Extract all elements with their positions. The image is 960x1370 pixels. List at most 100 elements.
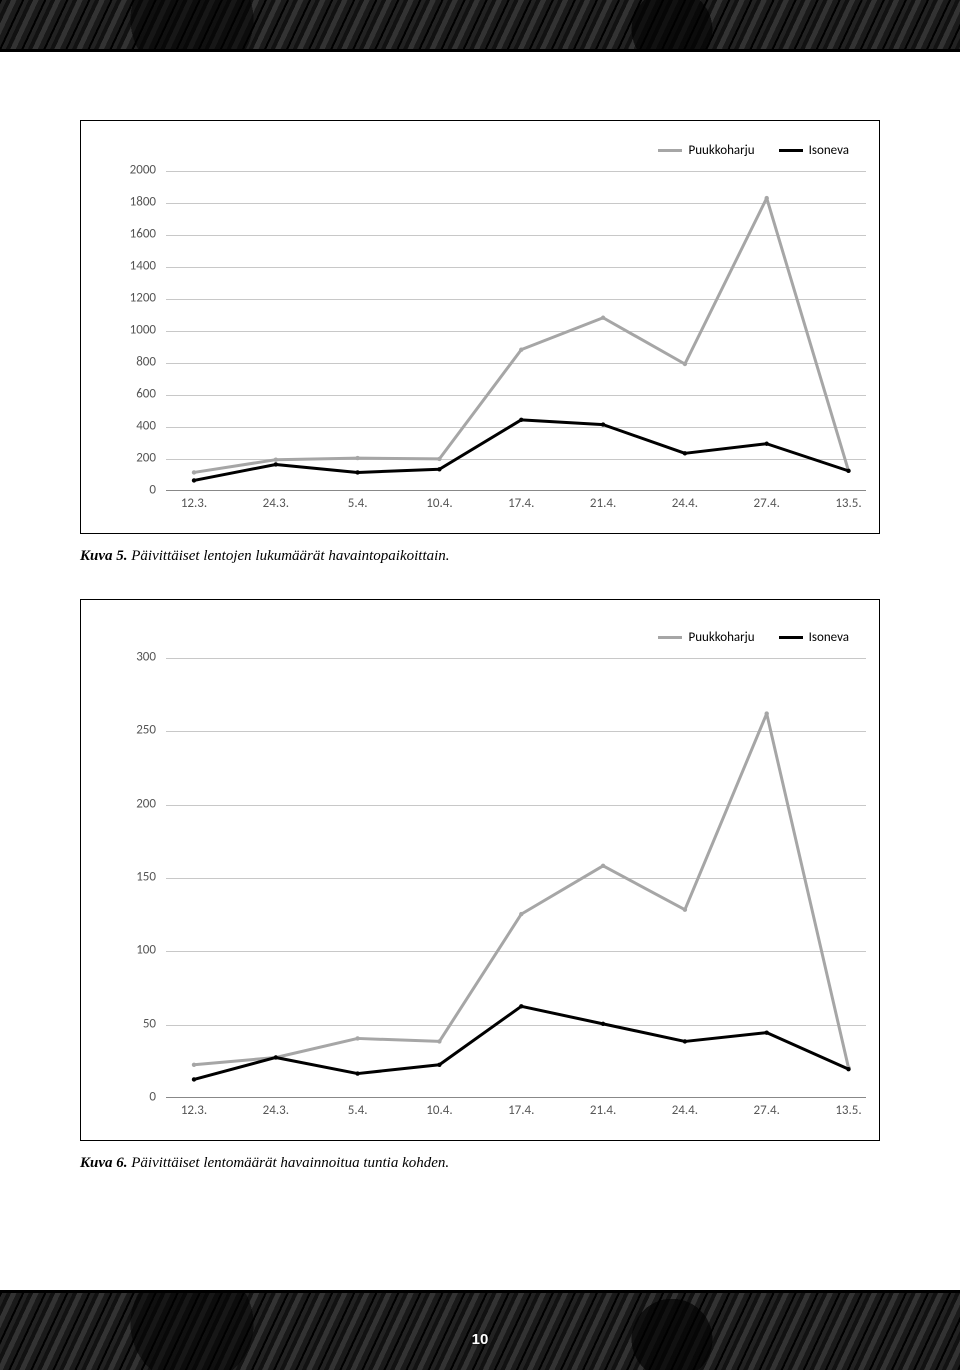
- series-b-line-marker: [765, 442, 769, 446]
- y-tick-label: 50: [106, 1016, 156, 1031]
- x-tick-label: 24.4.: [672, 1103, 698, 1118]
- series-a-line-marker: [192, 1063, 196, 1067]
- chart1: PuukkoharjuIsoneva0200400600800100012001…: [166, 171, 849, 521]
- series-a-line: [194, 714, 849, 1068]
- series-b-line-marker: [601, 1022, 605, 1026]
- y-tick-label: 0: [106, 483, 156, 498]
- x-tick-label: 21.4.: [590, 1103, 616, 1118]
- series-a-line-marker: [192, 470, 196, 474]
- series-a-line-marker: [437, 1039, 441, 1043]
- x-tick-label: 5.4.: [348, 496, 368, 511]
- series-a-line-marker: [274, 458, 278, 462]
- series-b-line-marker: [846, 1067, 850, 1071]
- caption1-bold: Kuva 5.: [80, 548, 128, 564]
- y-tick-label: 150: [106, 870, 156, 885]
- series-b-line-marker: [601, 422, 605, 426]
- x-tick-label: 5.4.: [348, 1103, 368, 1118]
- series-a-line-marker: [765, 711, 769, 715]
- x-tick-label: 17.4.: [508, 1103, 534, 1118]
- series-a-line-marker: [765, 196, 769, 200]
- legend-label-a: Puukkoharju: [688, 143, 754, 158]
- x-tick-label: 24.3.: [263, 496, 289, 511]
- legend-swatch-a: [658, 149, 682, 152]
- series-a-line-marker: [601, 864, 605, 868]
- x-tick-label: 27.4.: [754, 1103, 780, 1118]
- caption2-rest: Päivittäiset lentomäärät havainnoitua tu…: [128, 1155, 450, 1171]
- series-b-line-marker: [355, 470, 359, 474]
- y-tick-label: 800: [106, 355, 156, 370]
- page-number: 10: [472, 1331, 489, 1348]
- series-a-line-marker: [355, 456, 359, 460]
- series-a-line: [194, 198, 849, 472]
- page: Puukkoharju Isoneva 0200400600800100012001…: [0, 0, 960, 1370]
- caption2-bold: Kuva 6.: [80, 1155, 128, 1171]
- chart2-box: PuukkoharjuIsoneva05010015020025030012.3…: [80, 599, 880, 1141]
- legend-item-a: Puukkoharju: [658, 630, 754, 645]
- x-tick-label: 13.5.: [835, 1103, 861, 1118]
- legend-swatch-b: [779, 636, 803, 639]
- y-tick-label: 0: [106, 1090, 156, 1105]
- y-tick-label: 400: [106, 419, 156, 434]
- y-tick-label: 200: [106, 796, 156, 811]
- legend-swatch-b: [779, 149, 803, 152]
- x-tick-label: 10.4.: [426, 1103, 452, 1118]
- x-tick-label: 17.4.: [508, 496, 534, 511]
- chart1-box: Puukkoharju Isoneva 0200400600800100012001…: [80, 120, 880, 534]
- x-tick-label: 10.4.: [426, 496, 452, 511]
- y-tick-label: 1800: [106, 195, 156, 210]
- legend-item-b: Isoneva: [779, 630, 849, 645]
- series-b-line-marker: [437, 1063, 441, 1067]
- caption-1: Kuva 5. Päivittäiset lentojen lukumäärät…: [80, 548, 880, 565]
- x-tick-label: 24.4.: [672, 496, 698, 511]
- x-tick-label: 24.3.: [263, 1103, 289, 1118]
- y-tick-label: 2000: [106, 163, 156, 178]
- legend-item-b: Isoneva: [779, 143, 849, 158]
- series-b-line-marker: [765, 1030, 769, 1034]
- chart2: PuukkoharjuIsoneva05010015020025030012.3…: [166, 658, 849, 1128]
- legend-label-b: Isoneva: [809, 630, 849, 645]
- series-b-line-marker: [846, 469, 850, 473]
- chart-legend: Puukkoharju Isoneva: [658, 630, 849, 645]
- legend-label-b: Isoneva: [809, 143, 849, 158]
- caption1-rest: Päivittäiset lentojen lukumäärät havaint…: [128, 548, 450, 564]
- x-tick-label: 21.4.: [590, 496, 616, 511]
- y-tick-label: 1400: [106, 259, 156, 274]
- series-b-line-marker: [683, 1039, 687, 1043]
- series-b-line-marker: [683, 451, 687, 455]
- series-a-line-marker: [683, 362, 687, 366]
- plot-area: 020040060080010001200140016001800200012.…: [166, 171, 866, 491]
- series-b-line-marker: [192, 478, 196, 482]
- content-area: Puukkoharju Isoneva 0200400600800100012001…: [80, 120, 880, 1206]
- chart-legend: Puukkoharju Isoneva: [658, 143, 849, 158]
- x-tick-label: 13.5.: [835, 496, 861, 511]
- series-b-line: [194, 420, 849, 481]
- legend-item-a: Puukkoharju: [658, 143, 754, 158]
- x-tick-label: 27.4.: [754, 496, 780, 511]
- legend-swatch-a: [658, 636, 682, 639]
- y-tick-label: 1600: [106, 227, 156, 242]
- y-tick-label: 250: [106, 723, 156, 738]
- series-a-line-marker: [683, 908, 687, 912]
- x-tick-label: 12.3.: [181, 1103, 207, 1118]
- chart-svg: [166, 171, 866, 490]
- series-b-line-marker: [355, 1071, 359, 1075]
- series-b-line-marker: [437, 467, 441, 471]
- chart-svg: [166, 658, 866, 1097]
- x-tick-label: 12.3.: [181, 496, 207, 511]
- series-a-line-marker: [519, 912, 523, 916]
- series-b-line-marker: [192, 1077, 196, 1081]
- plot-area: 05010015020025030012.3.24.3.5.4.10.4.17.…: [166, 658, 866, 1098]
- y-tick-label: 1200: [106, 291, 156, 306]
- legend-label-a: Puukkoharju: [688, 630, 754, 645]
- top-banner: [0, 0, 960, 52]
- y-tick-label: 300: [106, 650, 156, 665]
- series-a-line-marker: [437, 457, 441, 461]
- bottom-banner: [0, 1290, 960, 1370]
- y-tick-label: 100: [106, 943, 156, 958]
- series-b-line: [194, 1006, 849, 1079]
- series-a-line-marker: [519, 347, 523, 351]
- series-a-line-marker: [601, 316, 605, 320]
- series-b-line-marker: [519, 418, 523, 422]
- series-a-line-marker: [355, 1036, 359, 1040]
- y-tick-label: 200: [106, 451, 156, 466]
